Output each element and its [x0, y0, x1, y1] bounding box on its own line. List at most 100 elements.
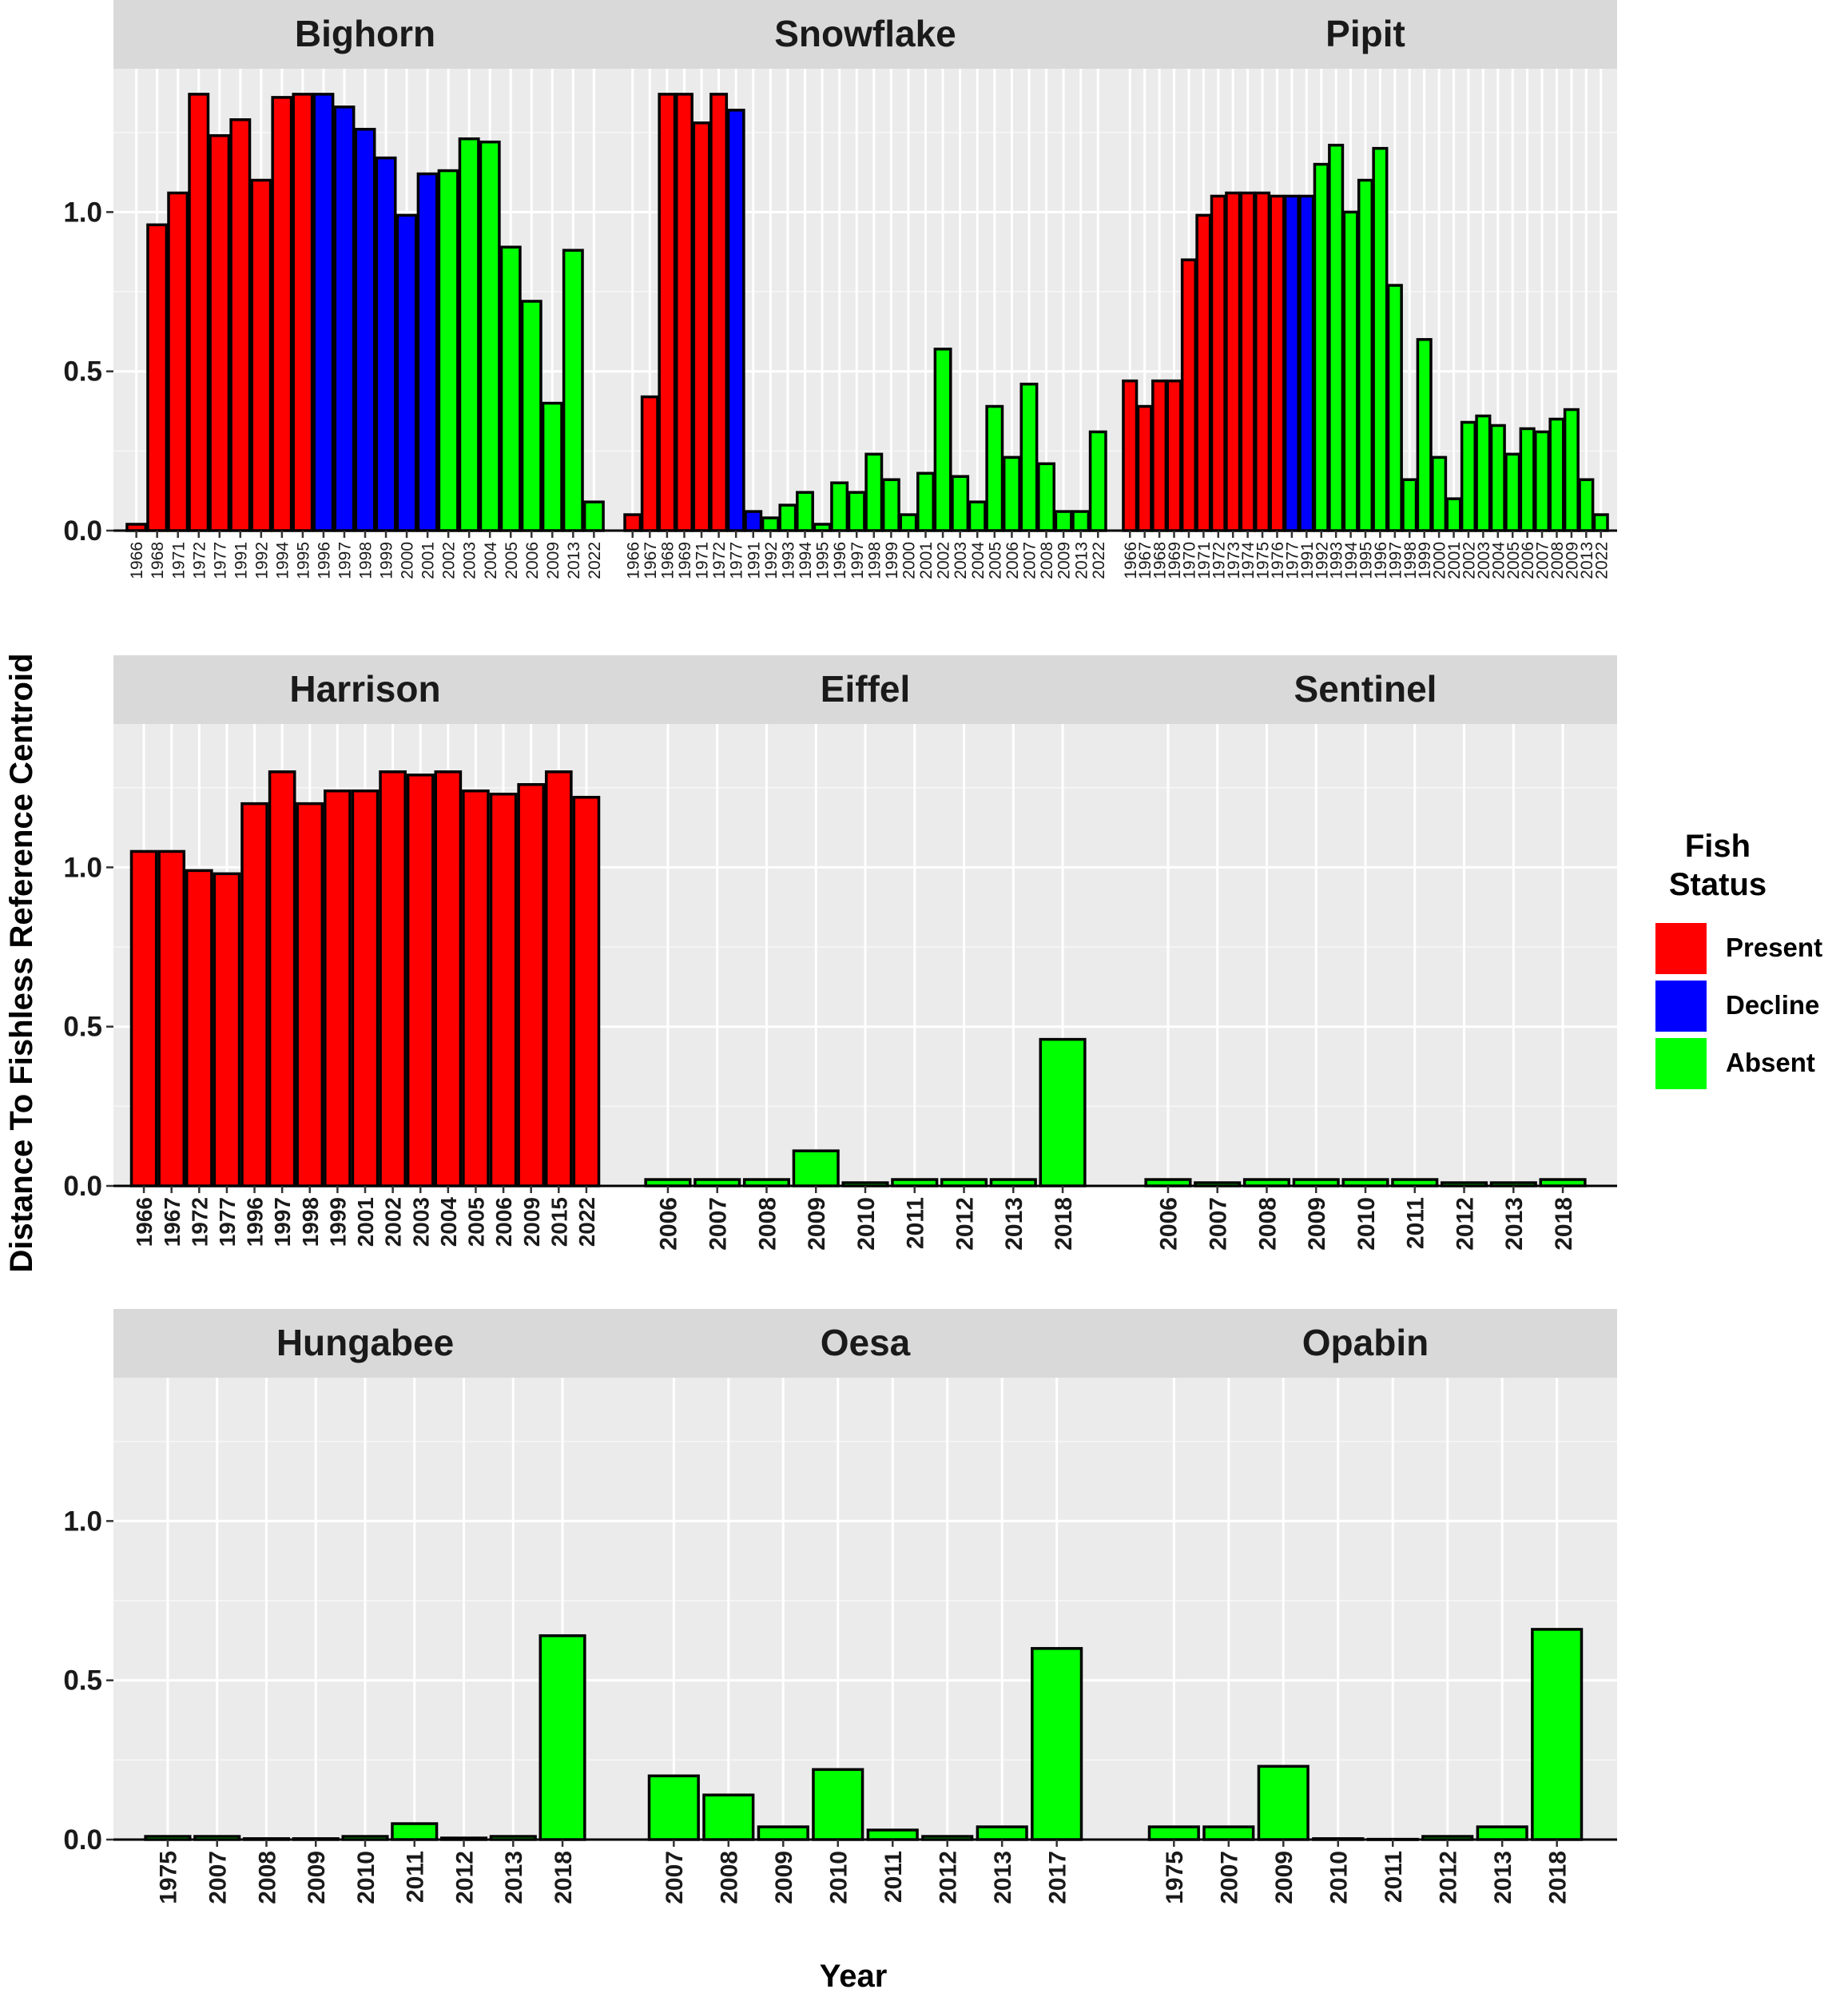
x-tick-label: 2005 — [464, 1197, 489, 1247]
bar-pipit-2009 — [1563, 408, 1580, 532]
bar-snowflake-2003 — [951, 475, 970, 532]
strip-pipit — [1114, 0, 1617, 69]
bar-pipit-1997 — [1386, 284, 1403, 532]
x-tick-label: 2002 — [935, 542, 953, 579]
x-tick-label: 2018 — [1051, 1197, 1077, 1251]
bar-bighorn-1968 — [146, 223, 169, 532]
x-tick-label: 2013 — [1501, 1197, 1528, 1251]
x-tick-label: 2009 — [544, 542, 562, 579]
bar-pipit-2004 — [1489, 424, 1506, 532]
x-tick-label: 2000 — [399, 542, 417, 579]
bar-snowflake-1977 — [726, 109, 745, 532]
x-tick-label: 2002 — [440, 542, 459, 579]
x-tick-label: 2011 — [903, 1197, 929, 1249]
x-tick-label: 1999 — [325, 1197, 350, 1247]
legend-title-line-2: Status — [1668, 867, 1767, 902]
y-axis-title: Distance To Fishless Reference Centroid — [4, 653, 39, 1272]
x-tick-label: 2015 — [546, 1197, 571, 1247]
bar-bighorn-2002 — [437, 169, 459, 532]
x-tick-label: 1991 — [1298, 542, 1317, 579]
x-tick-label: 2017 — [1044, 1851, 1071, 1904]
x-tick-label: 1966 — [128, 542, 146, 579]
bar-snowflake-2006 — [1002, 456, 1021, 532]
x-tick-label: 1997 — [1386, 542, 1405, 579]
bar-snowflake-1993 — [778, 503, 797, 532]
x-tick-label: 2012 — [451, 1851, 478, 1904]
bar-harrison-2003 — [406, 774, 435, 1187]
bar-snowflake-1997 — [847, 491, 866, 532]
x-tick-label: 1997 — [270, 1197, 295, 1247]
x-tick-label: 1972 — [187, 1197, 212, 1247]
bar-snowflake-2001 — [916, 471, 935, 532]
x-tick-label: 2005 — [503, 542, 521, 579]
bar-harrison-2002 — [379, 770, 407, 1187]
x-tick-label: 1993 — [1328, 542, 1346, 579]
legend-label-absent: Absent — [1726, 1048, 1815, 1077]
bar-pipit-2013 — [1578, 478, 1595, 532]
x-tick-label: 2018 — [1551, 1197, 1577, 1251]
panel-title-bighorn: Bighorn — [295, 13, 435, 54]
bar-bighorn-1999 — [375, 156, 397, 532]
strip-hungabee — [113, 1309, 617, 1378]
x-tick-label: 2004 — [436, 1197, 461, 1247]
panel-title-oesa: Oesa — [821, 1322, 911, 1363]
bar-pipit-1971 — [1195, 213, 1212, 532]
bar-harrison-2004 — [434, 770, 463, 1187]
bar-snowflake-1967 — [640, 395, 659, 532]
x-tick-label: 2009 — [804, 1197, 830, 1251]
x-tick-label: 1977 — [211, 542, 229, 579]
bar-pipit-1967 — [1136, 404, 1153, 532]
panel-eiffel: Eiffel 2006 2007 2008 2009 2010 2011 2012 2013 20… — [614, 655, 1117, 1251]
panel-title-hungabee: Hungabee — [276, 1322, 454, 1363]
x-tick-label: 2022 — [574, 1197, 599, 1247]
x-tick-label: 2007 — [1534, 542, 1552, 579]
x-tick-label: 2012 — [1436, 1851, 1462, 1904]
panel-opabin: Opabin 1975 2007 2009 2010 2011 2012 2013 2018 — [1114, 1309, 1617, 1904]
y-tick-label: 0.0 — [63, 515, 102, 547]
x-tick-label: 1968 — [149, 542, 167, 579]
bar-bighorn-2013 — [562, 249, 584, 532]
x-tick-label: 2006 — [1156, 1197, 1182, 1251]
bar-pipit-1966 — [1122, 379, 1139, 532]
bar-snowflake-1969 — [675, 93, 693, 532]
bar-pipit-1975 — [1254, 191, 1271, 532]
bar-snowflake-1999 — [881, 478, 900, 532]
panel-title-harrison: Harrison — [289, 668, 440, 710]
x-tick-label: 1999 — [1416, 542, 1434, 579]
bar-pipit-1974 — [1239, 191, 1256, 532]
bar-harrison-2022 — [572, 795, 601, 1187]
x-tick-label: 1992 — [1313, 542, 1331, 579]
y-tick-label: 1.0 — [63, 852, 102, 883]
x-tick-label: 1994 — [797, 542, 815, 579]
bar-snowflake-1996 — [830, 481, 849, 532]
panel-sentinel: Sentinel 2006 2007 2008 2009 2010 2011 2012 2013… — [1114, 655, 1617, 1251]
strip-oesa — [614, 1309, 1117, 1378]
x-tick-label: 1996 — [1372, 542, 1390, 579]
bar-snowflake-2004 — [968, 500, 987, 532]
x-tick-label: 2005 — [1504, 542, 1523, 579]
bar-pipit-1972 — [1210, 194, 1226, 532]
bar-harrison-1967 — [157, 849, 186, 1187]
x-tick-label: 2008 — [754, 1197, 781, 1251]
x-tick-label: 1974 — [1239, 542, 1258, 579]
x-tick-label: 2012 — [1452, 1197, 1478, 1251]
bar-pipit-2001 — [1445, 497, 1462, 532]
x-tick-label: 2006 — [491, 1197, 516, 1247]
bar-harrison-1997 — [268, 770, 296, 1187]
bar-pipit-1970 — [1180, 258, 1197, 532]
bar-pipit-1996 — [1372, 146, 1389, 532]
bar-snowflake-1966 — [623, 513, 642, 532]
x-tick-label: 2002 — [381, 1197, 406, 1247]
x-tick-label: 1995 — [814, 542, 833, 579]
x-tick-label: 2012 — [952, 1197, 978, 1251]
x-tick-label: 2010 — [826, 1851, 852, 1904]
bar-snowflake-2022 — [1088, 430, 1107, 532]
x-tick-label: 2004 — [482, 542, 500, 579]
x-tick-label: 2022 — [1090, 542, 1108, 579]
x-tick-label: 2001 — [419, 542, 438, 579]
y-tick-label: 1.0 — [63, 197, 102, 228]
x-tick-label: 1994 — [1342, 542, 1361, 579]
bar-oesa-2011 — [866, 1828, 919, 1841]
x-tick-label: 1976 — [1269, 542, 1287, 579]
